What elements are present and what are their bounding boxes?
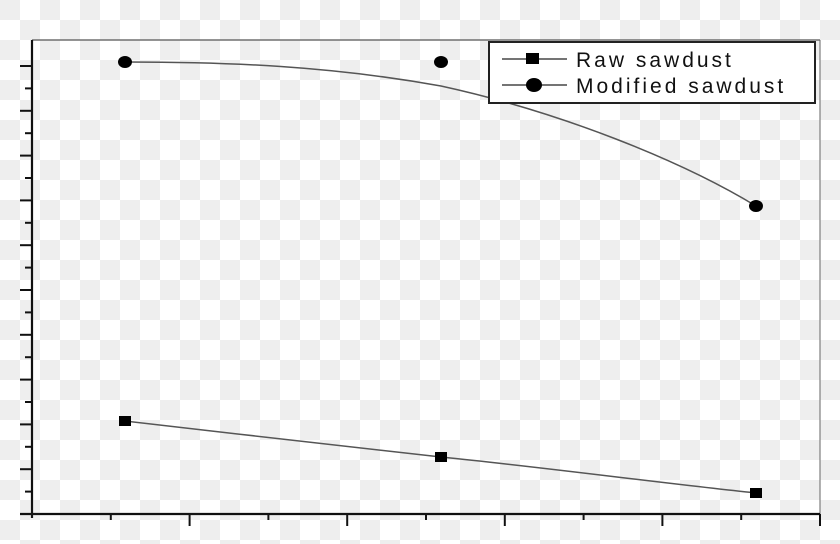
square-marker: [750, 488, 762, 498]
square-marker-icon: [526, 53, 539, 64]
plot-frame: [32, 39, 821, 514]
legend: Raw sawdust Modified sawdust: [488, 41, 816, 104]
circle-marker-icon: [526, 78, 542, 92]
legend-item-modified-sawdust: Modified sawdust: [502, 75, 786, 98]
legend-item-raw-sawdust: Raw sawdust: [502, 49, 734, 72]
square-marker: [435, 452, 447, 462]
y-axis-ticks: [20, 65, 32, 515]
x-axis-ticks: [109, 514, 821, 526]
modified-sawdust-markers: [118, 56, 763, 212]
legend-label: Raw sawdust: [576, 49, 734, 72]
square-marker: [119, 416, 131, 426]
circle-marker: [434, 56, 448, 68]
circle-marker: [749, 200, 763, 212]
circle-marker: [118, 56, 132, 68]
modified-sawdust-line: [124, 61, 757, 207]
raw-sawdust-markers: [119, 416, 762, 498]
legend-label: Modified sawdust: [576, 75, 786, 98]
